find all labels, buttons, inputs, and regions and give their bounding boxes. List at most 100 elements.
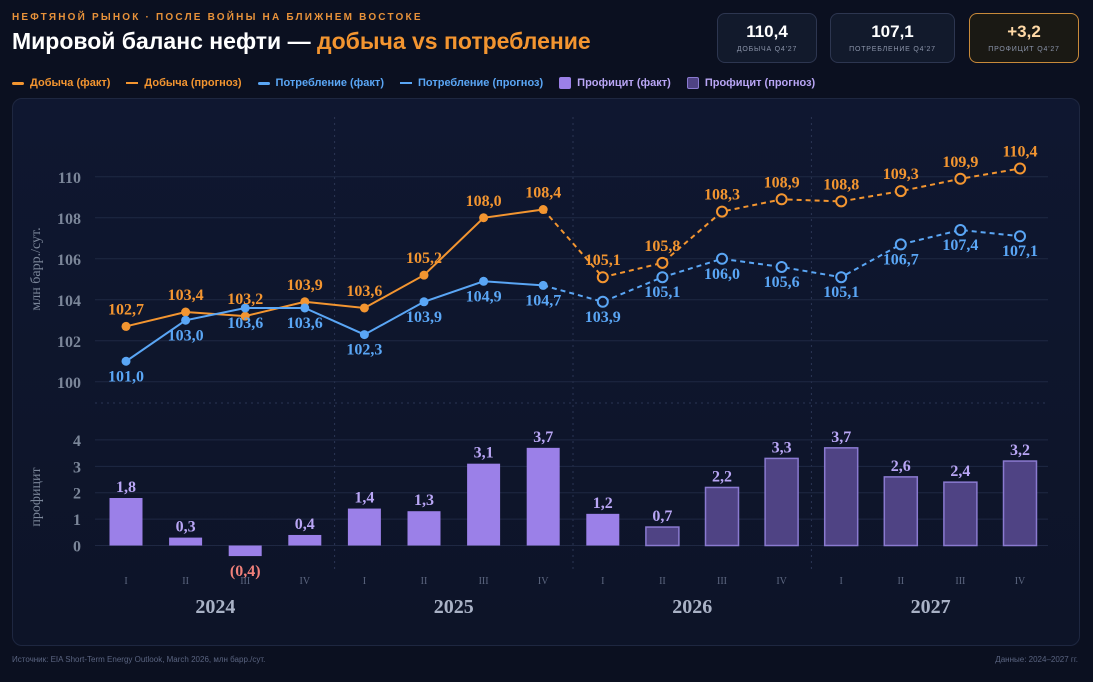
- production-data-label: 102,7: [108, 301, 144, 318]
- production-point: [359, 303, 369, 313]
- surplus-data-label: 2,6: [891, 458, 911, 475]
- consumption-point: [359, 330, 369, 340]
- legend-surplus-fact: Профицит (факт): [559, 77, 671, 89]
- legend: Добыча (факт) Добыча (прогноз) Потреблен…: [12, 76, 831, 90]
- page-title: Мировой баланс нефти — добыча vs потребл…: [12, 28, 591, 55]
- surplus-data-label: 3,2: [1010, 442, 1030, 459]
- legend-swatch: [126, 82, 139, 84]
- quarter-label: I: [363, 576, 366, 587]
- legend-label: Добыча (прогноз): [144, 77, 242, 89]
- consumption-point: [419, 297, 429, 307]
- y-tick-label: 104: [57, 293, 81, 310]
- consumption-data-label: 102,3: [346, 342, 382, 359]
- consumption-point: [1014, 230, 1026, 243]
- legend-swatch: [686, 77, 699, 89]
- production-point: [300, 297, 310, 307]
- consumption-point: [181, 315, 191, 325]
- production-point: [538, 205, 548, 215]
- surplus-data-label: 3,7: [533, 429, 553, 446]
- consumption-point: [656, 271, 669, 284]
- title-accent: добыча vs потребление: [316, 28, 591, 54]
- production-point: [181, 307, 191, 317]
- consumption-data-label: 106,7: [883, 251, 919, 268]
- surplus-bar: [645, 526, 680, 547]
- surplus-bar: [109, 498, 143, 546]
- kicker: НЕФТЯНОЙ РЫНОК · ПОСЛЕ ВОЙНЫ НА БЛИЖНЕМ …: [12, 12, 423, 23]
- consumption-point: [300, 303, 310, 313]
- legend-label: Потребление (прогноз): [417, 77, 544, 89]
- quarter-label: II: [182, 576, 189, 587]
- consumption-data-label: 103,6: [287, 315, 323, 332]
- year-label: 2027: [911, 596, 951, 618]
- surplus-bar: [1002, 460, 1038, 547]
- surplus-data-label: 3,1: [474, 445, 494, 462]
- surplus-bar: [228, 545, 262, 557]
- production-data-label: 108,3: [704, 187, 740, 204]
- quarter-label: III: [955, 576, 965, 587]
- production-point: [479, 213, 489, 223]
- production-point: [775, 193, 788, 206]
- quarter-label: II: [897, 576, 904, 587]
- kpi-production-value: 110,4: [746, 22, 788, 41]
- y-tick-label: 100: [57, 375, 81, 392]
- quarter-label: II: [421, 576, 428, 587]
- legend-label: Добыча (факт): [30, 77, 111, 89]
- production-point: [894, 185, 907, 198]
- consumption-data-label: 105,1: [823, 284, 859, 301]
- surplus-bar: [883, 476, 919, 547]
- consumption-data-label: 103,0: [168, 327, 204, 344]
- surplus-bar: [288, 534, 322, 546]
- legend-prod-forecast: Добыча (прогноз): [126, 77, 242, 89]
- surplus-data-label: 1,8: [116, 479, 136, 496]
- legend-cons-forecast: Потребление (прогноз): [399, 77, 544, 89]
- quarter-label: II: [659, 576, 666, 587]
- legend-swatch: [257, 81, 270, 85]
- consumption-line-fact: [125, 280, 544, 363]
- kpi-production-label: ДОБЫЧА Q4'27: [736, 46, 798, 53]
- legend-label: Потребление (факт): [275, 77, 384, 89]
- consumption-point: [775, 260, 788, 273]
- surplus-bar: [704, 486, 740, 547]
- consumption-line-forecast: [542, 228, 1021, 303]
- production-point: [596, 271, 609, 284]
- legend-cons-fact: Потребление (факт): [257, 77, 384, 89]
- consumption-point: [121, 356, 131, 366]
- footer-period: Данные: 2024–2027 гг.: [995, 655, 1078, 664]
- y-tick-label: 2: [73, 486, 81, 503]
- consumption-data-label: 104,9: [466, 288, 502, 305]
- legend-prod-fact: Добыча (факт): [12, 77, 110, 89]
- quarter-label: III: [240, 576, 250, 587]
- surplus-data-label: 2,4: [950, 463, 970, 480]
- production-line-fact: [125, 208, 544, 328]
- consumption-point: [596, 295, 609, 308]
- y-tick-label: 108: [57, 211, 81, 228]
- kpi-surplus-value: +3,2: [1007, 22, 1041, 41]
- y-axis-label: млн барр./сут.: [29, 227, 44, 310]
- production-data-label: 105,8: [644, 238, 680, 255]
- y-tick-label: 102: [57, 334, 81, 351]
- surplus-data-label: 2,2: [712, 468, 732, 485]
- y-tick-label: 110: [58, 170, 81, 187]
- production-point: [835, 195, 848, 208]
- production-point: [121, 321, 131, 331]
- production-point: [954, 172, 967, 185]
- title-main: Мировой баланс нефти —: [12, 28, 317, 54]
- production-point: [240, 311, 250, 321]
- quarter-label: IV: [300, 576, 311, 587]
- surplus-bar: [347, 508, 381, 546]
- legend-surplus-forecast: Профицит (прогноз): [686, 77, 815, 89]
- y-axis-label: профицит: [29, 467, 44, 526]
- surplus-bar: [407, 511, 441, 546]
- quarter-label: I: [124, 576, 127, 587]
- surplus-data-label: 3,3: [772, 439, 792, 456]
- consumption-data-label: 104,7: [525, 292, 561, 309]
- surplus-bar: [586, 513, 620, 546]
- production-data-label: 109,9: [942, 154, 978, 171]
- legend-label: Профицит (факт): [577, 77, 671, 89]
- production-point: [656, 256, 669, 269]
- surplus-bar: [823, 447, 859, 547]
- surplus-data-label: 1,2: [593, 495, 613, 512]
- y-tick-label: 4: [73, 433, 81, 450]
- surplus-data-label: (0,4): [230, 563, 261, 580]
- quarter-label: I: [840, 576, 843, 587]
